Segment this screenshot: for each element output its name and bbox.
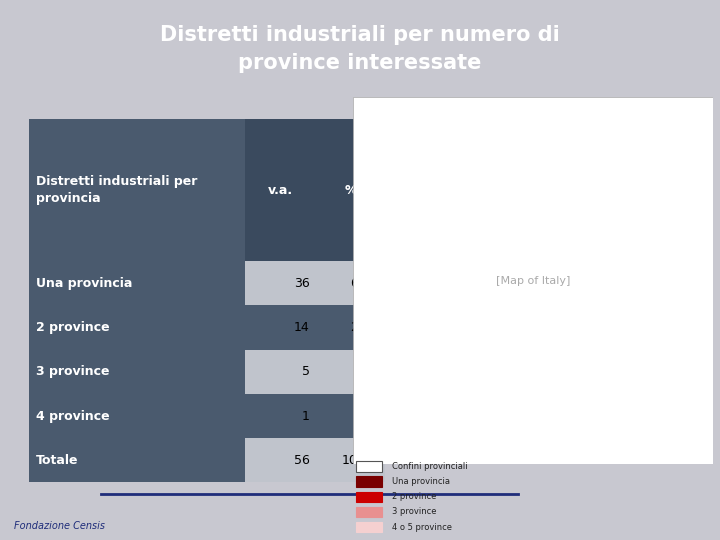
Text: 1,8: 1,8: [358, 409, 378, 422]
Text: 3 province: 3 province: [36, 365, 109, 378]
Text: Una provincia: Una provincia: [392, 477, 451, 486]
Text: 1: 1: [302, 409, 310, 422]
Bar: [245, 394, 385, 438]
Text: 14: 14: [294, 321, 310, 334]
Bar: [245, 119, 317, 261]
Bar: [356, 461, 382, 472]
Text: Totale: Totale: [36, 454, 78, 467]
Text: Una provincia: Una provincia: [36, 276, 132, 289]
Bar: [29, 305, 245, 349]
Text: 3 province: 3 province: [392, 508, 437, 516]
Text: 100,0: 100,0: [342, 454, 378, 467]
Text: 4 o 5 province: 4 o 5 province: [392, 523, 452, 531]
Bar: [245, 349, 385, 394]
Text: 5: 5: [302, 365, 310, 378]
Bar: [29, 349, 245, 394]
Bar: [317, 119, 385, 261]
Bar: [356, 491, 382, 502]
Bar: [29, 438, 245, 482]
Text: v.a.: v.a.: [269, 184, 293, 197]
Text: Distretti industriali per
provincia: Distretti industriali per provincia: [36, 175, 197, 205]
Text: Confini provinciali: Confini provinciali: [392, 462, 468, 471]
Bar: [245, 438, 385, 482]
Bar: [245, 305, 385, 349]
Text: [Map of Italy]: [Map of Italy]: [495, 276, 570, 286]
Text: 56: 56: [294, 454, 310, 467]
Bar: [29, 394, 245, 438]
Text: 2 province: 2 province: [392, 492, 437, 501]
Text: Distretti industriali per numero di
province interessate: Distretti industriali per numero di prov…: [160, 25, 560, 72]
Bar: [356, 522, 382, 532]
Text: 64,3: 64,3: [351, 276, 378, 289]
Text: 8,9: 8,9: [358, 365, 378, 378]
Text: Fondazione Censis: Fondazione Censis: [14, 521, 105, 531]
Bar: [356, 476, 382, 487]
Bar: [245, 261, 385, 305]
Bar: [29, 261, 245, 305]
Bar: [356, 507, 382, 517]
Text: 4 province: 4 province: [36, 409, 109, 422]
Text: 36: 36: [294, 276, 310, 289]
Bar: [29, 119, 245, 261]
Text: 25,0: 25,0: [350, 321, 378, 334]
Text: 2 province: 2 province: [36, 321, 109, 334]
Text: %: %: [345, 184, 357, 197]
